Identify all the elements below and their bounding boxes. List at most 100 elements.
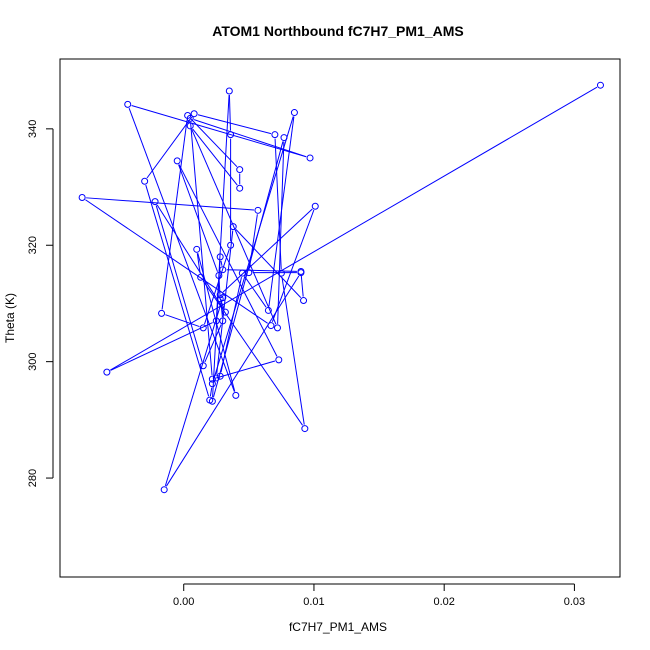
- data-point: [197, 273, 205, 281]
- data-point: [229, 223, 237, 231]
- series-segment: [248, 214, 258, 269]
- series-segment: [145, 184, 210, 397]
- data-point: [238, 269, 246, 277]
- series-segment: [213, 116, 294, 381]
- series-segment: [193, 119, 307, 158]
- data-point: [160, 486, 168, 494]
- series-segment: [146, 116, 193, 179]
- data-point: [280, 134, 288, 142]
- series-segment: [131, 105, 307, 158]
- data-point: [103, 368, 111, 376]
- series-segment: [220, 276, 242, 373]
- data-point: [216, 253, 224, 261]
- y-tick-label: 300: [27, 352, 39, 370]
- series-segment: [110, 86, 598, 371]
- x-tick-label: 0.02: [433, 596, 454, 608]
- data-point: [311, 202, 319, 210]
- data-point: [275, 356, 283, 364]
- data-point: [267, 322, 275, 330]
- data-point: [254, 206, 262, 214]
- y-axis: 280 300 320 340: [27, 120, 54, 487]
- data-point: [206, 396, 214, 404]
- x-axis: 0.00 0.01 0.02 0.03: [173, 583, 585, 608]
- series-segment: [226, 269, 297, 272]
- series-points: [78, 81, 604, 494]
- y-tick-label: 280: [27, 469, 39, 487]
- series-segment: [190, 122, 213, 376]
- data-point: [199, 324, 207, 332]
- data-point: [277, 269, 285, 277]
- data-point: [596, 81, 604, 89]
- series-segment: [228, 94, 231, 131]
- data-point: [186, 114, 194, 122]
- data-point: [301, 425, 309, 433]
- data-point: [290, 109, 298, 117]
- series-segment: [212, 260, 221, 398]
- y-axis-label: Theta (K): [3, 293, 17, 343]
- data-point: [199, 362, 207, 370]
- data-point: [219, 266, 227, 274]
- data-point: [227, 241, 235, 249]
- data-point: [186, 122, 194, 130]
- data-point: [245, 269, 253, 277]
- x-tick-label: 0.01: [303, 596, 324, 608]
- series-segment: [190, 117, 238, 168]
- data-point: [225, 87, 233, 95]
- data-point: [124, 100, 132, 108]
- series-segment: [222, 208, 313, 293]
- data-point: [221, 308, 229, 316]
- data-point: [300, 297, 308, 305]
- data-point: [227, 131, 235, 139]
- series-segment: [274, 138, 282, 270]
- series-segment: [197, 114, 272, 135]
- series-segment: [165, 314, 200, 328]
- series-segment: [216, 360, 276, 379]
- series-segment: [218, 279, 221, 295]
- series-segment: [235, 229, 302, 298]
- data-point: [212, 374, 220, 382]
- chart-title: ATOM1 Northbound fC7H7_PM1_AMS: [212, 23, 464, 39]
- series-segment: [155, 205, 203, 363]
- data-point: [273, 324, 281, 332]
- series-segment: [209, 387, 213, 397]
- data-point: [212, 317, 220, 325]
- data-point: [173, 157, 181, 165]
- data-point: [158, 309, 166, 317]
- series-segment: [128, 107, 235, 392]
- series-segment: [161, 119, 188, 310]
- data-point: [141, 177, 149, 185]
- series-segment: [178, 164, 278, 357]
- series-segment: [221, 302, 225, 309]
- series-segment: [300, 275, 304, 297]
- series-segment: [202, 280, 303, 426]
- data-point: [151, 198, 159, 206]
- series-segment: [196, 253, 201, 274]
- data-point: [236, 184, 244, 192]
- x-tick-label: 0.00: [173, 596, 194, 608]
- data-point: [219, 317, 227, 325]
- data-point: [271, 131, 279, 139]
- data-point: [193, 245, 201, 253]
- y-tick-label: 320: [27, 236, 39, 254]
- series-segment: [204, 324, 222, 363]
- x-axis-label: fC7H7_PM1_AMS: [289, 620, 387, 634]
- series-segment: [271, 209, 315, 322]
- series-segment: [220, 260, 223, 266]
- series-segment: [244, 276, 267, 308]
- x-tick-label: 0.03: [564, 596, 585, 608]
- data-point: [306, 154, 314, 162]
- series-segment: [156, 204, 224, 310]
- series-segment: [86, 197, 255, 211]
- data-point: [232, 391, 240, 399]
- series-segment: [192, 128, 238, 186]
- data-point: [297, 269, 305, 277]
- series-segment: [268, 116, 295, 307]
- data-point: [264, 306, 272, 314]
- series-lines: [85, 86, 598, 487]
- series-segment: [204, 248, 230, 325]
- series-segment: [191, 129, 277, 325]
- series-segment: [277, 141, 285, 324]
- data-point: [219, 294, 227, 302]
- data-point: [208, 380, 216, 388]
